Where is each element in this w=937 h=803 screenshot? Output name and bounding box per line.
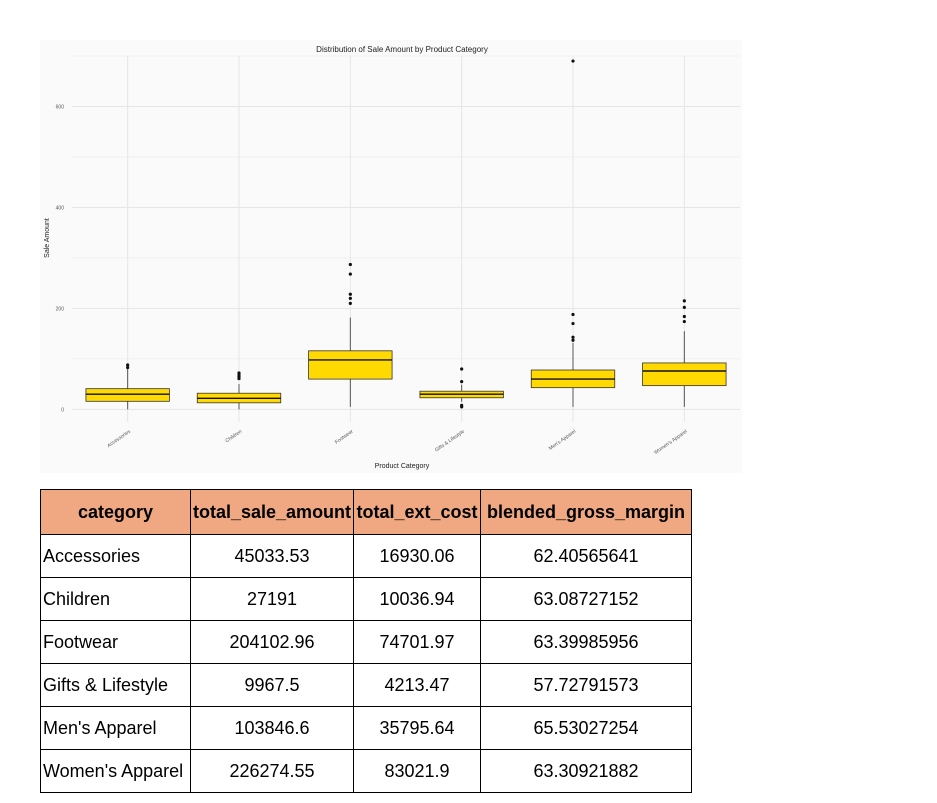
header-total-sale-amount: total_sale_amount	[190, 489, 354, 535]
chart-title: Distribution of Sale Amount by Product C…	[316, 45, 488, 54]
outlier-point	[348, 301, 352, 305]
x-axis-title: Product Category	[375, 463, 430, 470]
cell-blended-gross-margin: 65.53027254	[480, 706, 692, 750]
outlier-point	[571, 321, 575, 326]
cell-total-ext-cost: 74701.97	[353, 620, 481, 664]
outlier-point	[126, 365, 130, 370]
cell-category: Gifts & Lifestyle	[40, 663, 191, 707]
cell-total-ext-cost: 16930.06	[353, 534, 481, 578]
cell-blended-gross-margin: 62.40565641	[480, 534, 692, 578]
table-row: Footwear 204102.96 74701.97 63.39985956	[40, 620, 692, 664]
cell-category: Children	[40, 577, 191, 621]
box-layer	[85, 59, 727, 410]
cell-total-sale-amount: 9967.5	[190, 663, 354, 707]
table-header-row: category total_sale_amount total_ext_cos…	[40, 489, 692, 535]
cell-category: Footwear	[40, 620, 191, 664]
chart-background	[40, 40, 742, 473]
box	[85, 388, 170, 402]
cell-total-ext-cost: 10036.94	[353, 577, 481, 621]
table-row: Children 27191 10036.94 63.08727152	[40, 577, 692, 621]
cell-blended-gross-margin: 63.30921882	[480, 749, 692, 793]
outlier-point	[348, 272, 352, 276]
table-row: Accessories 45033.53 16930.06 62.4056564…	[40, 534, 692, 578]
outlier-point	[682, 319, 686, 324]
table-row: Men's Apparel 103846.6 35795.64 65.53027…	[40, 706, 692, 750]
y-axis-title: Sale Amount	[44, 218, 51, 258]
outlier-point	[460, 403, 464, 407]
outlier-point	[460, 367, 464, 371]
outlier-point	[348, 296, 352, 300]
outlier-point	[348, 292, 352, 296]
cell-total-ext-cost: 35795.64	[353, 706, 481, 750]
header-total-ext-cost: total_ext_cost	[353, 489, 481, 535]
cell-total-sale-amount: 204102.96	[190, 620, 354, 664]
cell-category: Women's Apparel	[40, 749, 191, 793]
cell-category: Accessories	[40, 534, 191, 578]
cell-category: Men's Apparel	[40, 706, 191, 750]
header-category: category	[40, 489, 191, 535]
header-blended-gross-margin: blended_gross_margin	[480, 489, 692, 535]
y-tick-label: 400	[56, 205, 65, 211]
cell-blended-gross-margin: 63.39985956	[480, 620, 692, 664]
outlier-point	[682, 314, 686, 319]
y-tick-label: 600	[56, 104, 65, 110]
cell-total-sale-amount: 226274.55	[190, 749, 354, 793]
cell-total-ext-cost: 83021.9	[353, 749, 481, 793]
outlier-point	[571, 312, 575, 317]
cell-blended-gross-margin: 57.72791573	[480, 663, 692, 707]
outlier-point	[460, 380, 464, 384]
table-row: Gifts & Lifestyle 9967.5 4213.47 57.7279…	[40, 663, 692, 707]
cell-total-ext-cost: 4213.47	[353, 663, 481, 707]
outlier-point	[682, 299, 686, 303]
cell-blended-gross-margin: 63.08727152	[480, 577, 692, 621]
box	[308, 350, 393, 380]
summary-table: category total_sale_amount total_ext_cos…	[40, 489, 692, 793]
y-tick-label: 0	[61, 407, 64, 413]
outlier-point	[571, 338, 575, 342]
outlier-point	[126, 363, 130, 367]
y-tick-label: 200	[56, 306, 65, 312]
outlier-point	[682, 305, 686, 310]
outlier-point	[571, 59, 575, 63]
box	[642, 362, 727, 387]
box-plot-chart: 0 200 400 600 Accessories Children Footwear Gif…	[40, 40, 742, 473]
outlier-point	[237, 371, 241, 375]
outlier-point	[348, 262, 352, 267]
outlier-point	[571, 335, 575, 339]
table-row: Women's Apparel 226274.55 83021.9 63.309…	[40, 749, 692, 793]
cell-total-sale-amount: 45033.53	[190, 534, 354, 578]
cell-total-sale-amount: 27191	[190, 577, 354, 621]
cell-total-sale-amount: 103846.6	[190, 706, 354, 750]
